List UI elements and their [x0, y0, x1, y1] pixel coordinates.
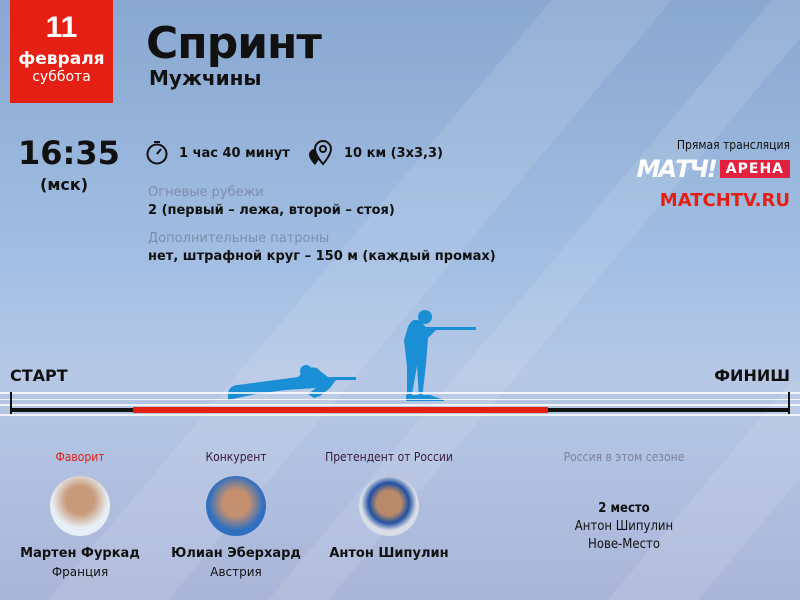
athlete-card: Претендент от России Антон Шипулин [304, 450, 474, 565]
season-block: Россия в этом сезоне 2 место Антон Шипул… [539, 450, 709, 552]
athlete-country: Австрия [210, 565, 262, 579]
broadcast-label: Прямая трансляция [676, 138, 790, 152]
season-place: 2 место [598, 501, 650, 516]
event-category: Мужчины [149, 66, 262, 90]
athlete-name: Юлиан Эберхард [171, 546, 301, 561]
date-day: 11 [45, 11, 78, 44]
athlete-photo [206, 476, 266, 536]
season-venue: Нове-Место [588, 537, 660, 552]
page-title: Спринт [146, 18, 322, 69]
track-finish-label: ФИНИШ [714, 366, 790, 385]
duration: 1 час 40 минут [179, 146, 290, 161]
date-badge: 11 февраля суббота [10, 0, 113, 103]
athlete-name: Антон Шипулин [329, 546, 449, 561]
ammo-label: Дополнительные патроны [148, 231, 330, 246]
season-label: Россия в этом сезоне [563, 450, 685, 464]
channel-logo: МАТЧ! АРЕНА [637, 155, 790, 183]
season-athlete: Антон Шипулин [574, 519, 674, 534]
timezone: (мск) [40, 175, 89, 194]
athlete-country: Франция [51, 565, 109, 579]
ammo-value: нет, штрафной круг – 150 м (каждый прома… [148, 249, 496, 264]
athlete-role: Конкурент [205, 450, 267, 464]
athlete-role: Претендент от России [325, 450, 453, 464]
athlete-role: Фаворит [55, 450, 105, 464]
track-start-label: СТАРТ [10, 366, 68, 385]
track-shooting-segment [133, 407, 548, 413]
arena-badge: АРЕНА [719, 160, 790, 178]
date-month: февраля [18, 49, 105, 69]
shooting-label: Огневые рубежи [148, 185, 264, 200]
athlete-photo [359, 476, 419, 536]
finish-marker [788, 392, 790, 414]
athlete-card: Конкурент Юлиан Эберхард Австрия [151, 450, 321, 579]
match-logo: МАТЧ! [636, 155, 718, 183]
athlete-card: Фаворит Мартен Фуркад Франция [0, 450, 165, 579]
site-link[interactable]: MATCHTV.RU [659, 190, 790, 211]
athlete-photo [50, 476, 110, 536]
stopwatch-icon [146, 141, 168, 165]
distance: 10 км (3x3,3) [344, 146, 443, 161]
start-time: 16:35 [18, 134, 120, 172]
athlete-name: Мартен Фуркад [20, 546, 140, 561]
start-marker [10, 392, 12, 414]
biathletes-silhouette [228, 310, 476, 401]
location-pin-icon [309, 139, 333, 166]
shooting-value: 2 (первый – лежа, второй – стоя) [148, 203, 395, 218]
date-weekday: суббота [32, 69, 91, 85]
